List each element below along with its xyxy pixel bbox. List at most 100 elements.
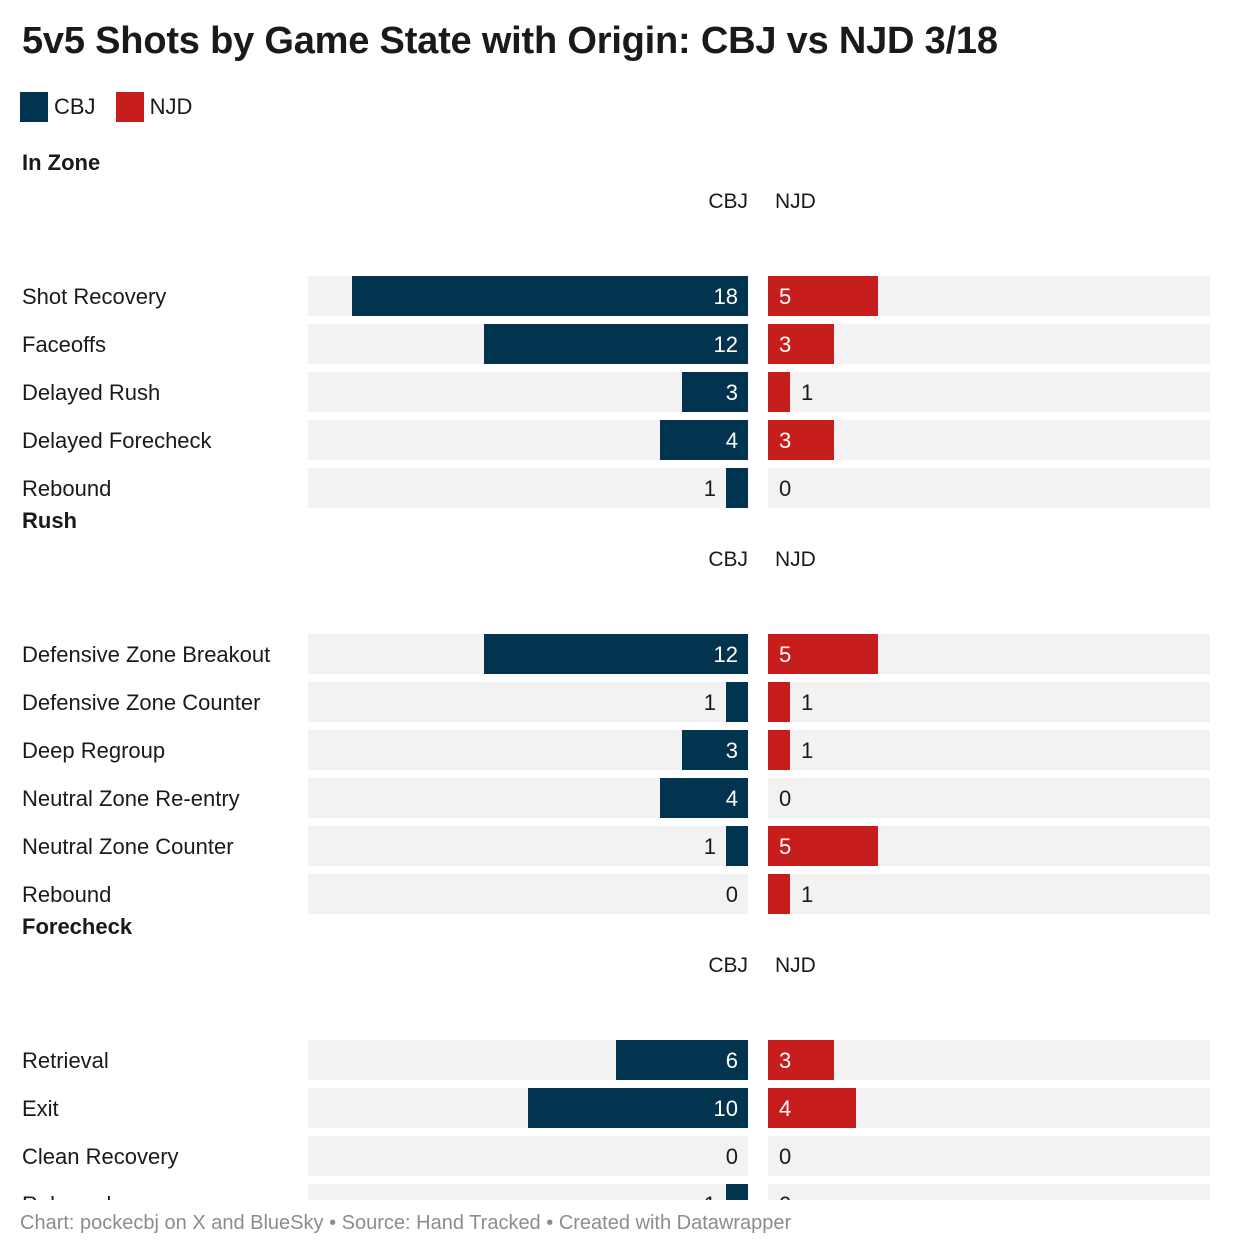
row-label: Exit [22,1096,59,1121]
bar-value-njd: 1 [801,738,813,763]
row-label: Rebound [22,1192,111,1200]
bar-njd [768,1040,834,1080]
column-header-cbj: CBJ [708,954,748,977]
bar-cbj [726,682,748,722]
bar-track-njd [768,1184,1210,1200]
bar-track-njd [768,420,1210,460]
bar-value-cbj: 1 [704,690,716,715]
legend: CBJ NJD [20,92,212,122]
bar-value-njd: 0 [779,476,791,501]
row-label: Delayed Forecheck [22,428,213,453]
row-label: Retrieval [22,1048,109,1073]
bar-value-njd: 1 [801,882,813,907]
bar-cbj [726,1184,748,1200]
bar-value-cbj: 18 [714,284,738,309]
row-label: Faceoffs [22,332,106,357]
bar-njd [768,730,790,770]
bar-value-cbj: 3 [726,380,738,405]
row-label: Defensive Zone Counter [22,690,260,715]
bar-njd [768,420,834,460]
bar-track-njd [768,1040,1210,1080]
bar-value-njd: 0 [779,786,791,811]
footer-separator: • [546,1212,554,1234]
bar-value-cbj: 0 [726,1144,738,1169]
column-header-njd: NJD [775,548,816,571]
footer-chart-prefix: Chart: [20,1212,75,1234]
chart-plot: In Zone CBJ NJD Shot Recovery 18 5 Faceoffs 12 3… [22,150,1210,1200]
chart-footer: Chart: pockecbj on X and BlueSky • Sourc… [20,1212,791,1235]
footer-separator: • [329,1212,337,1234]
bar-njd [768,276,878,316]
bar-value-njd: 3 [779,332,791,357]
row-label: Delayed Rush [22,380,160,405]
legend-item-njd: NJD [115,92,193,122]
panel-title: Forecheck [22,914,133,939]
bar-njd [768,1088,856,1128]
footer-chart-credit: pockecbj on X and BlueSky [80,1212,324,1234]
bar-cbj [352,276,748,316]
bar-value-njd: 1 [801,380,813,405]
bar-track-njd [768,372,1210,412]
bar-value-cbj: 1 [704,476,716,501]
bar-track-cbj [308,1184,748,1200]
bar-cbj [726,468,748,508]
bar-value-njd: 1 [801,690,813,715]
chart-title: 5v5 Shots by Game State with Origin: CBJ… [22,20,998,62]
bar-track-njd [768,778,1210,818]
row-label: Neutral Zone Counter [22,834,234,859]
bar-cbj [682,372,748,412]
legend-swatch-njd [115,92,144,122]
bar-value-cbj: 6 [726,1048,738,1073]
column-header-cbj: CBJ [708,190,748,213]
legend-swatch-cbj [20,92,48,122]
bar-track-cbj [308,1136,748,1176]
bar-value-njd: 5 [779,834,791,859]
bar-value-cbj: 1 [704,834,716,859]
bar-value-njd: 3 [779,428,791,453]
bar-track-cbj [308,826,748,866]
column-header-njd: NJD [775,954,816,977]
bar-value-njd: 5 [779,284,791,309]
bar-cbj [528,1088,748,1128]
bar-track-njd [768,874,1210,914]
legend-label-cbj: CBJ [54,94,96,119]
bar-njd [768,634,878,674]
bar-cbj [616,1040,748,1080]
panel-title: In Zone [22,150,100,175]
row-label: Shot Recovery [22,284,166,309]
bar-njd [768,874,790,914]
legend-label-njd: NJD [149,94,193,119]
bar-track-njd [768,324,1210,364]
footer-source: Hand Tracked [416,1212,541,1234]
bar-value-njd: 0 [779,1192,791,1200]
bar-njd [768,826,878,866]
row-label: Clean Recovery [22,1144,179,1169]
bar-cbj [484,324,748,364]
bar-cbj [660,778,748,818]
bar-value-njd: 4 [779,1096,791,1121]
column-header-njd: NJD [775,190,816,213]
bar-track-cbj [308,730,748,770]
row-label: Deep Regroup [22,738,165,763]
bar-njd [768,682,790,722]
bar-njd [768,372,790,412]
row-label: Rebound [22,882,111,907]
bar-track-cbj [308,682,748,722]
bar-track-njd [768,1136,1210,1176]
bar-track-njd [768,468,1210,508]
row-label: Rebound [22,476,111,501]
bar-cbj [484,634,748,674]
bar-value-cbj: 10 [714,1096,738,1121]
column-header-cbj: CBJ [708,548,748,571]
bar-value-cbj: 0 [726,882,738,907]
bar-track-njd [768,682,1210,722]
bar-njd [768,324,834,364]
bar-value-cbj: 3 [726,738,738,763]
footer-source-prefix: Source: [341,1212,411,1234]
bar-cbj [682,730,748,770]
bar-value-cbj: 4 [726,786,738,811]
row-label: Neutral Zone Re-entry [22,786,240,811]
bar-value-cbj: 4 [726,428,738,453]
footer-created: Created with Datawrapper [558,1212,792,1234]
panel-title: Rush [22,508,77,533]
